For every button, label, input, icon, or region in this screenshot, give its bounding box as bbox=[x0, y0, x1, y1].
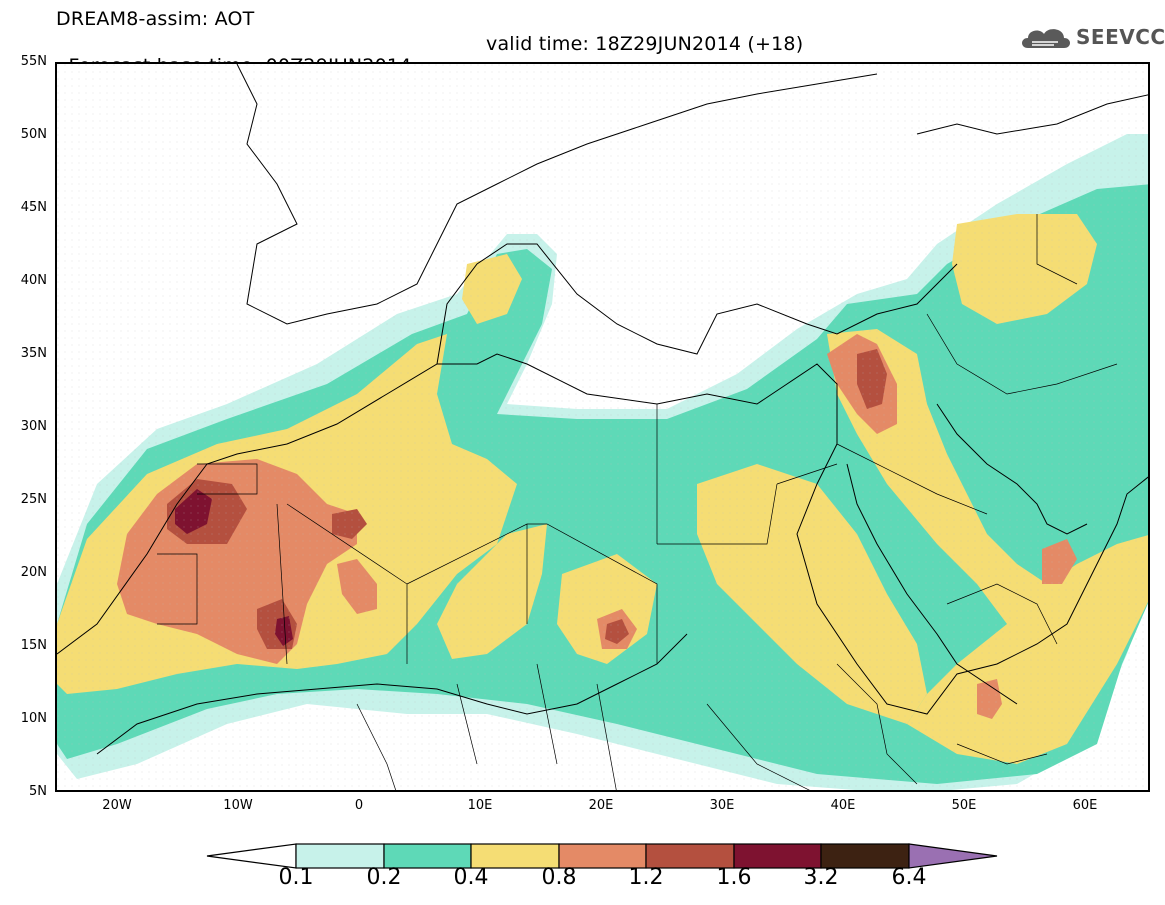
lat-label-10n: 10N bbox=[20, 711, 47, 726]
colorbar-label-1.2: 1.2 bbox=[628, 865, 664, 890]
coastlines bbox=[57, 64, 1148, 755]
logo-text: SEEVCCC bbox=[1076, 25, 1165, 49]
cloud-logo-icon bbox=[1022, 29, 1070, 48]
lat-label-30n: 30N bbox=[20, 419, 47, 434]
lat-label-35n: 35N bbox=[20, 346, 47, 361]
colorbar-label-6.4: 6.4 bbox=[891, 865, 927, 890]
lat-label-25n: 25N bbox=[20, 492, 47, 507]
colorbar-label-3.2: 3.2 bbox=[803, 865, 839, 890]
lat-label-45n: 45N bbox=[20, 200, 47, 215]
aot-map bbox=[55, 62, 1150, 792]
valid-time-label: valid time: 18Z29JUN2014 (+18) bbox=[486, 33, 804, 55]
lon-label-20w: 20W bbox=[102, 798, 132, 813]
colorbar-label-0.1: 0.1 bbox=[278, 865, 314, 890]
grid-dots bbox=[57, 64, 1148, 790]
lat-label-20n: 20N bbox=[20, 565, 47, 580]
map-canvas bbox=[57, 64, 1148, 790]
lat-label-50n: 50N bbox=[20, 127, 47, 142]
country-borders bbox=[157, 214, 1118, 790]
lon-label-20e: 20E bbox=[588, 798, 614, 813]
map-title: DREAM8-assim: AOT bbox=[56, 8, 255, 30]
lon-label-30e: 30E bbox=[709, 798, 735, 813]
lon-label-10e: 10E bbox=[467, 798, 493, 813]
lon-label-0: 0 bbox=[354, 798, 364, 813]
colorbar-label-0.8: 0.8 bbox=[541, 865, 577, 890]
colorbar-label-0.4: 0.4 bbox=[453, 865, 489, 890]
lat-label-55n: 55N bbox=[20, 54, 47, 69]
lon-label-60e: 60E bbox=[1072, 798, 1098, 813]
colorbar-label-0.2: 0.2 bbox=[366, 865, 402, 890]
lon-label-10w: 10W bbox=[223, 798, 253, 813]
lon-label-40e: 40E bbox=[830, 798, 856, 813]
colorbar-label-1.6: 1.6 bbox=[716, 865, 752, 890]
lat-label-15n: 15N bbox=[20, 638, 47, 653]
seevccc-logo: SEEVCCC bbox=[1018, 22, 1165, 54]
lon-label-50e: 50E bbox=[951, 798, 977, 813]
lat-label-40n: 40N bbox=[20, 273, 47, 288]
lat-label-5n: 5N bbox=[29, 784, 47, 799]
